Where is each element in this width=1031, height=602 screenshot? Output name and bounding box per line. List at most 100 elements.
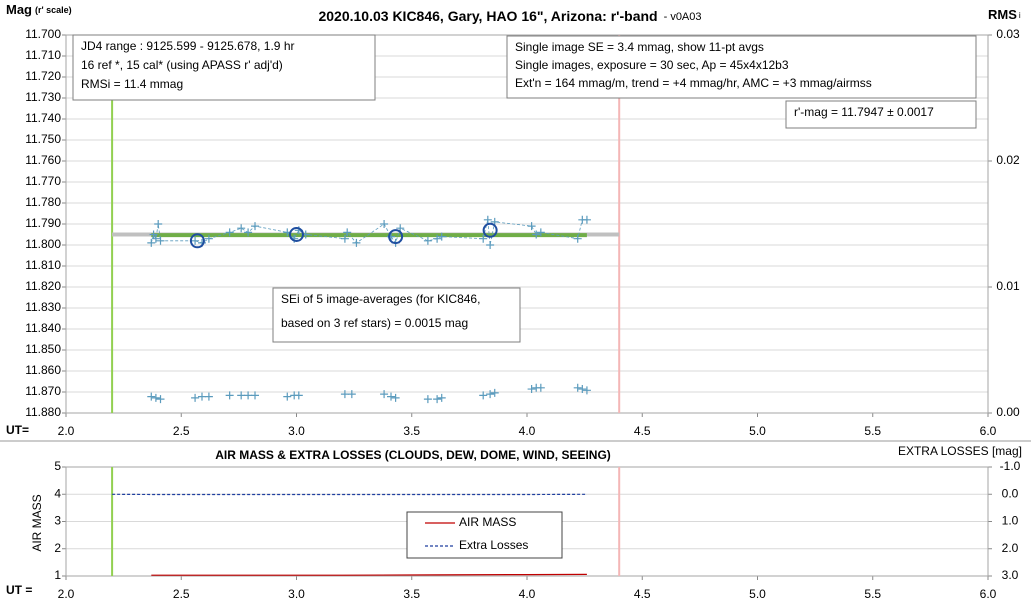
x-tick-label: 2.5	[173, 424, 190, 438]
y-tick-label: 11.740	[25, 111, 61, 125]
x-tick-label: 2.0	[58, 587, 75, 601]
annotation-box	[272, 287, 521, 343]
data-point	[244, 228, 253, 237]
title-suffix: - v0A03	[664, 11, 702, 23]
x-tick-label: 3.5	[403, 424, 420, 438]
data-point	[527, 385, 536, 394]
data-point	[433, 234, 442, 243]
y-tick-label: 11.870	[25, 384, 61, 398]
annotation-box	[785, 100, 977, 129]
series-line	[151, 573, 587, 576]
y-tick-label: 11.800	[25, 237, 61, 251]
data-point	[423, 395, 432, 404]
y-tick-label: 11.760	[25, 153, 61, 167]
data-point	[490, 388, 499, 397]
annotation-text: r'-mag = 11.7947 ± 0.0017	[794, 105, 934, 119]
y2-tick-label: 0.00	[996, 405, 1020, 419]
data-point	[423, 236, 432, 245]
y2-tick-label: 1.0	[1002, 514, 1019, 528]
legend-box	[406, 511, 563, 559]
x-tick-label: 6.0	[980, 424, 997, 438]
y2-tick-label: 0.0	[1002, 486, 1019, 500]
data-point	[251, 222, 260, 231]
data-point	[536, 383, 545, 392]
data-point	[380, 220, 389, 228]
data-point	[294, 391, 303, 400]
y2-label: RMS	[988, 7, 1017, 22]
data-point	[156, 236, 165, 245]
y-tick-label: 11.710	[25, 48, 61, 62]
x-tick-label: 4.0	[519, 424, 536, 438]
data-point	[433, 395, 442, 404]
annotation-text: SEi of 5 image-averages (for KIC846,	[281, 292, 480, 306]
y2-label-sub: i	[1019, 11, 1021, 20]
data-point	[343, 228, 352, 237]
data-point	[154, 220, 163, 228]
data-point	[225, 391, 234, 400]
data-point	[151, 234, 160, 243]
annotation-box	[72, 34, 376, 101]
y-axis-title: AIR MASS	[30, 494, 44, 551]
y-tick-label: 2	[54, 541, 61, 555]
data-point	[225, 228, 234, 237]
x-tick-label: 6.0	[980, 587, 997, 601]
y2-tick-label: 0.03	[996, 27, 1020, 41]
y-tick-label: 11.720	[25, 69, 61, 83]
data-point	[437, 232, 446, 241]
data-point	[380, 390, 389, 399]
data-point	[204, 392, 213, 401]
data-point	[149, 230, 158, 239]
data-point	[582, 386, 591, 395]
y-tick-label: 11.730	[25, 90, 61, 104]
plot-frame	[65, 34, 989, 414]
data-point	[156, 395, 165, 404]
x-tick-label: 5.5	[864, 424, 881, 438]
data-point	[573, 234, 582, 243]
x-tick-label: 5.0	[749, 587, 766, 601]
x-tick-label: 3.5	[403, 587, 420, 601]
x-tick-label: 3.0	[288, 424, 305, 438]
y-tick-label: 11.750	[25, 132, 61, 146]
x-tick-label: 2.0	[58, 424, 75, 438]
y-tick-label: 11.810	[25, 258, 61, 272]
y-tick-label: 11.700	[25, 27, 61, 41]
y2-tick-label: 0.01	[996, 279, 1020, 293]
data-point	[483, 215, 492, 224]
data-point	[197, 392, 206, 401]
data-point	[486, 390, 495, 399]
data-point	[536, 228, 545, 237]
data-point	[237, 391, 246, 400]
y-tick-label: 4	[54, 486, 61, 500]
average-point	[482, 222, 498, 238]
annotation-box	[506, 35, 977, 99]
y-label: Mag	[6, 2, 32, 17]
data-point	[582, 215, 591, 224]
y-tick-label: 3	[54, 514, 61, 528]
y-axis-title: Mag (r' scale)	[6, 2, 72, 17]
chart-title: 2020.10.03 KIC846, Gary, HAO 16", Arizon…	[318, 8, 701, 24]
data-point	[340, 234, 349, 243]
annotation-text: RMSi = 11.4 mmag	[81, 77, 183, 91]
data-point	[204, 234, 213, 243]
y2-tick-label: -1.0	[1000, 459, 1021, 473]
data-point	[578, 385, 587, 394]
annotation-text: 16 ref *, 15 cal* (using APASS r' adj'd)	[81, 58, 283, 72]
data-point	[479, 234, 488, 243]
x-tick-label: 4.5	[634, 587, 651, 601]
data-point	[573, 383, 582, 392]
y-tick-label: 11.830	[25, 300, 61, 314]
chart-title: AIR MASS & EXTRA LOSSES (CLOUDS, DEW, DO…	[215, 448, 611, 462]
data-point	[391, 393, 400, 402]
data-point	[191, 236, 200, 245]
data-point	[147, 392, 156, 401]
data-point	[244, 391, 253, 400]
plot-frame	[65, 466, 989, 577]
x-tick-label: 5.0	[749, 424, 766, 438]
data-point	[151, 393, 160, 402]
y2-tick-label: 0.02	[996, 153, 1020, 167]
average-point	[388, 229, 404, 245]
data-point	[437, 393, 446, 402]
y2-tick-label: 2.0	[1002, 541, 1019, 555]
annotation-text: based on 3 ref stars) = 0.0015 mag	[281, 316, 468, 330]
